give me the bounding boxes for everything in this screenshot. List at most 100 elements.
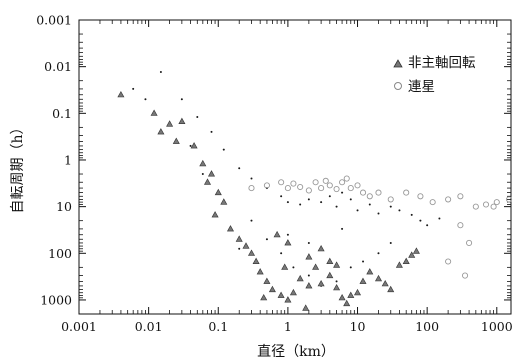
data-point-nonprincipal <box>220 198 228 205</box>
y-axis-label: 自転周期（h） <box>10 120 26 213</box>
data-point-dot <box>201 173 204 176</box>
data-point-binary <box>333 186 340 193</box>
plot-frame <box>78 19 512 315</box>
data-point-dot <box>132 87 135 90</box>
y-tick-label: 1000 <box>40 292 72 307</box>
data-point-binary <box>490 203 497 210</box>
data-point-binary <box>284 185 291 192</box>
data-point-dot <box>335 205 338 208</box>
data-point-nonprincipal <box>199 159 207 167</box>
data-point-binary <box>461 272 469 279</box>
data-point-dot <box>238 167 241 170</box>
data-point-dot <box>196 116 199 119</box>
data-point-dot <box>222 148 225 151</box>
data-point-nonprincipal <box>343 299 351 307</box>
y-tick-label: 0.001 <box>36 13 72 28</box>
data-point-nonprincipal <box>117 90 125 98</box>
legend-label-binary: 連星 <box>408 79 435 95</box>
x-axis-label: 直径（km） <box>257 343 335 360</box>
data-point-nonprincipal <box>353 288 362 296</box>
x-tick-label: 0.001 <box>61 319 97 334</box>
data-point-binary <box>305 187 312 194</box>
legend-label-nonprincipal: 非主軸回転 <box>408 55 476 71</box>
data-point-dot <box>180 98 183 101</box>
data-point-nonprincipal <box>302 304 310 311</box>
data-point-binary <box>359 189 367 196</box>
data-point-dot <box>426 224 429 227</box>
data-point-dot <box>144 98 147 101</box>
data-point-nonprincipal <box>366 268 374 275</box>
data-point-nonprincipal <box>402 257 410 265</box>
x-tick-label: 1000 <box>481 319 513 334</box>
data-point-binary <box>278 179 285 186</box>
data-point-binary <box>457 222 464 229</box>
data-point-nonprincipal <box>284 239 292 246</box>
data-point-binary <box>457 193 464 200</box>
data-point-nonprincipal <box>203 178 212 185</box>
data-point-binary <box>297 183 304 191</box>
data-point-dot <box>286 233 289 236</box>
data-point-binary <box>472 203 479 210</box>
y-tick-label: 0.01 <box>44 59 72 74</box>
data-point-nonprincipal <box>242 242 250 249</box>
data-point-nonprincipal <box>381 279 389 287</box>
data-point-nonprincipal <box>412 247 420 254</box>
data-point-nonprincipal <box>268 285 276 293</box>
data-point-dot <box>250 177 253 180</box>
data-point-nonprincipal <box>359 277 367 284</box>
data-point-binary <box>322 177 329 184</box>
x-tick-label: 0.1 <box>208 319 228 334</box>
data-point-dot <box>389 241 392 244</box>
data-point-binary <box>375 189 382 196</box>
data-point-binary <box>417 193 424 200</box>
data-point-dot <box>410 213 413 216</box>
data-point-dot <box>328 195 331 198</box>
data-point-nonprincipal <box>317 279 325 287</box>
circle-icon <box>394 82 402 90</box>
data-point-binary <box>466 239 473 246</box>
data-point-nonprincipal <box>333 283 341 291</box>
data-point-dot <box>238 247 241 250</box>
data-point-dot <box>335 280 338 283</box>
data-point-nonprincipal <box>211 211 219 218</box>
legend: 非主軸回転 連星 <box>393 55 476 95</box>
data-point-nonprincipal <box>256 268 264 275</box>
data-point-dot <box>299 203 302 206</box>
data-point-binary <box>387 196 394 203</box>
data-point-nonprincipal <box>408 251 416 258</box>
data-point-dot <box>159 70 162 73</box>
data-point-dot <box>341 191 344 194</box>
data-point-dot <box>438 217 441 220</box>
data-point-nonprincipal <box>305 253 313 260</box>
data-point-dot <box>341 227 344 230</box>
data-point-nonprincipal <box>260 293 268 301</box>
data-point-dot <box>210 130 213 133</box>
data-point-binary <box>339 179 346 186</box>
y-tick-label: 100 <box>48 246 72 261</box>
data-point-nonprincipal <box>347 291 355 298</box>
data-point-dot <box>377 212 380 215</box>
data-point-dot <box>349 266 352 269</box>
data-point-dot <box>389 205 392 208</box>
data-point-binary <box>482 201 490 208</box>
data-point-binary <box>445 258 452 265</box>
data-point-dot <box>356 209 359 212</box>
data-point-binary <box>445 196 452 203</box>
data-point-binary <box>343 175 350 182</box>
data-point-binary <box>318 185 325 192</box>
data-point-dot <box>307 198 310 201</box>
data-point-dot <box>189 144 192 147</box>
legend-item-nonprincipal: 非主軸回転 <box>393 55 476 71</box>
data-point-nonprincipal <box>289 288 297 296</box>
triangle-icon <box>393 59 403 68</box>
data-point-nonprincipal <box>273 230 281 238</box>
data-point-nonprincipal <box>317 244 325 252</box>
data-point-nonprincipal <box>326 271 334 279</box>
data-point-nonprincipal <box>157 128 165 135</box>
data-point-nonprincipal <box>284 296 292 303</box>
data-point-binary <box>366 193 373 200</box>
data-point-nonprincipal <box>395 261 403 268</box>
y-tick-label: 10 <box>56 199 72 214</box>
x-tick-label: 1 <box>284 319 292 334</box>
